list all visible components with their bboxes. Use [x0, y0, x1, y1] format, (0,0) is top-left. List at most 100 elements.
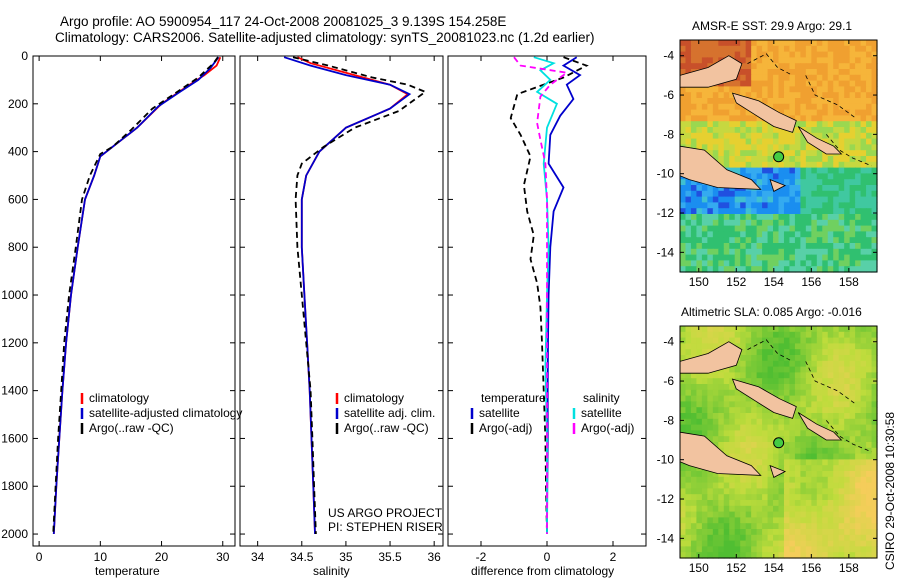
map-cell — [811, 237, 818, 244]
map-cell — [860, 360, 867, 368]
map-cell — [833, 266, 840, 273]
map-cell — [767, 92, 774, 99]
map-cell — [756, 115, 763, 122]
map-cell — [822, 349, 829, 356]
map-cell — [800, 360, 807, 368]
map-cell — [762, 156, 769, 163]
map-cell — [800, 45, 807, 53]
map-cell — [740, 331, 747, 339]
map-cell — [762, 552, 769, 559]
map-cell — [701, 418, 708, 426]
map-cell — [833, 260, 840, 267]
map-cell — [773, 384, 780, 391]
map-cell — [789, 372, 796, 379]
map-cell — [822, 196, 829, 203]
map-cell — [707, 144, 714, 151]
map-cell — [794, 424, 801, 431]
map-cell — [696, 109, 703, 116]
map-cell — [751, 202, 758, 209]
map-cell — [783, 138, 791, 145]
map-cell — [783, 214, 791, 221]
map-cell — [712, 407, 719, 414]
map-cell — [729, 366, 736, 373]
map-cell — [740, 219, 747, 227]
map-cell — [844, 51, 851, 58]
map-cell — [696, 384, 703, 391]
map-cell — [762, 430, 769, 437]
map-cell — [805, 190, 812, 198]
map-cell — [712, 185, 719, 192]
map-cell — [718, 86, 725, 93]
map-cell — [860, 86, 867, 93]
map-cell — [734, 366, 741, 373]
map-cell — [680, 63, 687, 70]
map-cell — [855, 360, 862, 368]
map-cell — [849, 372, 856, 379]
map-cell — [751, 517, 758, 524]
map-cell — [833, 540, 840, 547]
map-cell — [844, 127, 851, 134]
map-cell — [789, 196, 796, 203]
map-cell — [811, 413, 818, 420]
map-cell — [734, 389, 741, 397]
map-cell — [756, 127, 763, 134]
map-cell — [849, 231, 856, 238]
map-cell — [740, 45, 747, 53]
map-cell — [740, 51, 747, 58]
map-cell — [827, 132, 834, 140]
map-cell — [827, 254, 834, 261]
argo-location-marker — [773, 437, 785, 449]
map-cell — [723, 447, 730, 455]
map-cell — [734, 447, 741, 455]
map-cell — [773, 418, 780, 426]
map-cell — [849, 384, 856, 391]
map-cell — [844, 384, 851, 391]
map-cell — [734, 424, 741, 431]
map-cell — [685, 138, 692, 145]
map-cell — [800, 424, 807, 431]
map-cell — [680, 51, 687, 58]
map-cell — [751, 156, 758, 163]
map-cell — [855, 243, 862, 250]
map-cell — [751, 208, 758, 215]
map-cell — [751, 45, 758, 53]
map-cell — [778, 413, 785, 420]
map-cell — [800, 326, 807, 333]
map-cell — [833, 326, 840, 333]
map-cell — [794, 185, 801, 192]
map-cell — [794, 173, 801, 180]
map-cell — [762, 511, 769, 518]
map-cell — [855, 517, 862, 524]
map-cell — [816, 523, 823, 530]
map-cell — [794, 190, 801, 198]
map-cell — [767, 337, 774, 344]
map-cell — [838, 40, 845, 47]
map-cell — [740, 401, 747, 408]
map-cell — [767, 260, 774, 267]
map-cell — [855, 395, 862, 402]
map-cell — [838, 202, 845, 209]
map-cell — [833, 430, 840, 437]
map-cell — [680, 127, 687, 134]
map-cell — [860, 109, 867, 116]
map-cell — [729, 161, 736, 169]
map-cell — [838, 225, 845, 232]
temperature-axis-label: temperature — [95, 564, 160, 578]
map-cell — [789, 447, 796, 455]
map-cell — [860, 208, 867, 215]
map-cell — [762, 248, 769, 256]
map-cell — [822, 266, 829, 273]
map-cell — [718, 523, 725, 530]
map-cell — [701, 185, 708, 192]
map-cell — [729, 132, 736, 140]
map-cell — [707, 40, 714, 47]
map-cell — [718, 225, 725, 232]
map-cell — [827, 343, 834, 350]
map-cell — [767, 196, 774, 203]
map-cell — [871, 430, 878, 437]
map-cell — [822, 74, 829, 82]
map-cell — [794, 196, 801, 203]
map-cell — [871, 349, 878, 356]
map-cell — [773, 208, 780, 215]
map-cell — [827, 517, 834, 524]
